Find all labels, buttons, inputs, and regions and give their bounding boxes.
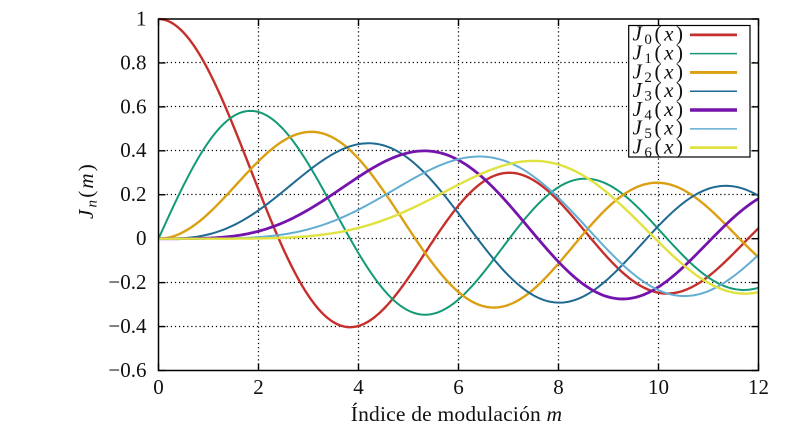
svg-text:Índice de modulación m: Índice de modulación m	[351, 402, 563, 426]
svg-text:0.6: 0.6	[120, 94, 146, 118]
svg-text:J0(x): J0(x)	[633, 22, 686, 49]
svg-text:−0.2: −0.2	[108, 270, 146, 294]
svg-text:J3(x): J3(x)	[633, 78, 686, 105]
svg-text:1: 1	[136, 6, 147, 30]
svg-text:J6(x): J6(x)	[633, 134, 686, 161]
svg-text:J4(x): J4(x)	[633, 97, 686, 124]
svg-text:−0.4: −0.4	[108, 314, 147, 338]
svg-text:−0.6: −0.6	[108, 358, 146, 382]
svg-text:4: 4	[353, 375, 364, 399]
svg-text:0.8: 0.8	[120, 50, 146, 74]
svg-text:6: 6	[453, 375, 464, 399]
svg-text:Jn(m): Jn(m)	[74, 162, 101, 219]
svg-text:J5(x): J5(x)	[633, 116, 686, 143]
svg-text:0.2: 0.2	[120, 182, 146, 206]
svg-text:0.4: 0.4	[120, 138, 147, 162]
svg-text:12: 12	[748, 375, 769, 399]
svg-text:8: 8	[553, 375, 564, 399]
svg-text:J1(x): J1(x)	[633, 40, 686, 66]
svg-text:0: 0	[136, 226, 147, 250]
svg-text:2: 2	[253, 375, 264, 399]
svg-text:J2(x): J2(x)	[633, 59, 686, 86]
svg-text:0: 0	[153, 375, 164, 399]
svg-text:10: 10	[648, 375, 669, 399]
